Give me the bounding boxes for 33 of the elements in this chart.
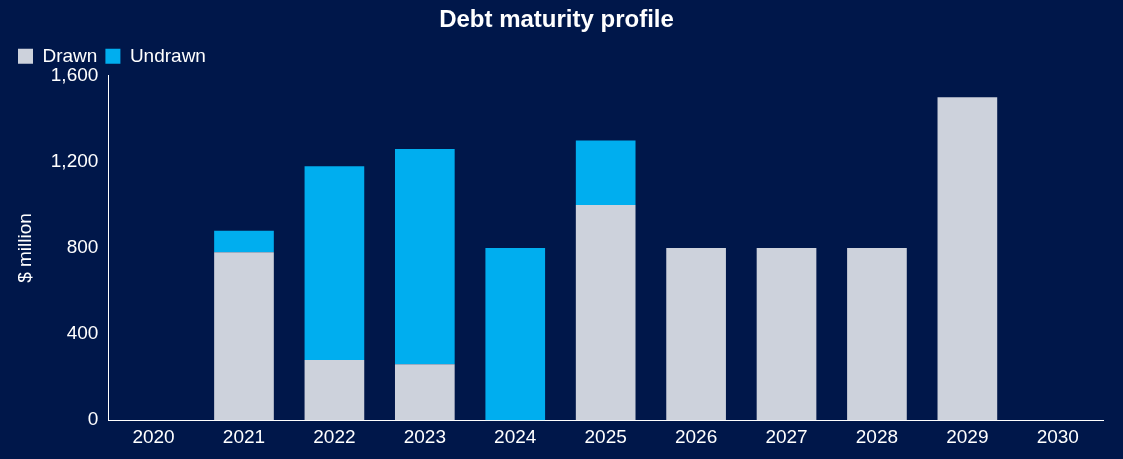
y-tick-label: 1,200 (50, 150, 99, 172)
x-tick-label: 2022 (313, 425, 356, 447)
x-tick-label: 2021 (222, 425, 266, 447)
bar (575, 140, 636, 205)
x-tick-label: 2030 (1036, 425, 1079, 447)
bar (394, 148, 455, 365)
bar (214, 230, 274, 253)
bar (666, 248, 726, 421)
legend-label: Drawn (42, 44, 98, 66)
y-tick-label: 800 (66, 236, 99, 258)
bar (575, 204, 636, 421)
x-tick-label: 2024 (494, 425, 537, 447)
y-tick-label: 0 (87, 408, 99, 430)
x-tick-label: 2025 (584, 425, 627, 447)
bar (304, 166, 365, 360)
x-tick-label: 2028 (855, 425, 899, 447)
chart-title: Debt maturity profile (439, 5, 674, 33)
bar (756, 248, 817, 421)
bar (304, 359, 365, 421)
bar (394, 364, 455, 421)
bar (847, 248, 907, 421)
x-tick-label: 2020 (132, 425, 175, 447)
x-tick-label: 2023 (403, 425, 446, 447)
y-axis-title: $ million (13, 213, 35, 283)
x-tick-label: 2029 (946, 425, 989, 447)
bar (937, 97, 998, 421)
y-tick-label: 1,600 (50, 64, 99, 86)
x-tick-label: 2027 (765, 425, 808, 447)
x-tick-label: 2026 (674, 425, 718, 447)
bar (214, 252, 274, 421)
bar (485, 248, 546, 421)
y-tick-label: 400 (66, 322, 99, 344)
legend-label: Undrawn (129, 44, 206, 66)
